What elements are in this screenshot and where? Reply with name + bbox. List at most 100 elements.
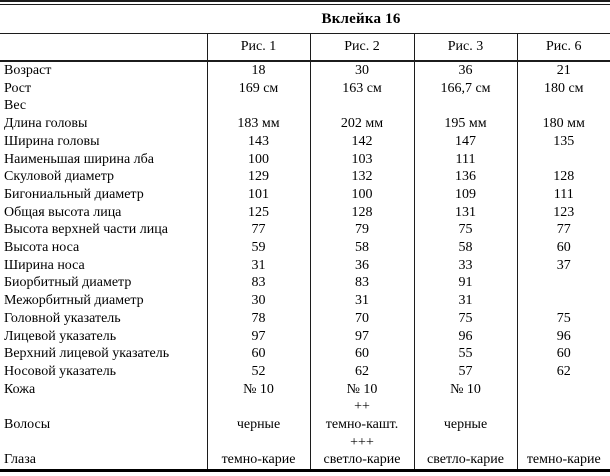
cell: 183 мм (206, 115, 310, 133)
cell (413, 398, 517, 417)
row-label (0, 398, 207, 416)
table-row: Высота носа 59 58 58 60 (0, 239, 610, 257)
cell: ++ (309, 398, 414, 417)
cell: № 10 (413, 380, 517, 399)
table-row: ++ (0, 398, 610, 417)
cell: 143 (206, 132, 310, 151)
anthropometric-table: Рис. 1 Рис. 2 Рис. 3 Рис. 6 Возраст 18 3… (0, 33, 610, 473)
cell: 57 (413, 362, 517, 381)
cell: +++ (309, 433, 414, 452)
row-label: Вес (4, 98, 27, 114)
table-row: Глаза темно-карие светло-карие светло-ка… (0, 451, 610, 471)
cell: 60 (516, 345, 610, 363)
row-label: Лицевой указатель (4, 328, 117, 344)
cell: 97 (206, 327, 310, 346)
cell (206, 433, 310, 452)
cell (206, 97, 310, 116)
cell: 97 (309, 327, 414, 346)
column-header-fig3: Рис. 3 (413, 33, 517, 62)
cell: 180 см (516, 79, 610, 98)
cell: 125 (206, 203, 310, 222)
table-row: Наименьшая ширина лба 100 103 111 (0, 150, 610, 169)
row-label: Бигониальный диаметр (4, 186, 144, 202)
cell: 37 (516, 256, 610, 275)
row-label (0, 434, 207, 452)
cell: 163 см (309, 79, 414, 98)
cell: 180 мм (516, 115, 610, 133)
cell: 128 (516, 168, 610, 186)
cell: 96 (516, 327, 610, 346)
column-header-fig2: Рис. 2 (309, 33, 414, 62)
cell: 60 (206, 345, 310, 363)
cell (516, 398, 610, 417)
column-header-fig6: Рис. 6 (516, 33, 610, 62)
table-row: Носовой указатель 52 62 57 62 (0, 362, 610, 381)
cell: 59 (206, 239, 310, 257)
cell: 147 (413, 132, 517, 151)
cell: светло-карие (413, 451, 517, 471)
cell: темно-карие (206, 451, 310, 471)
row-label: Высота носа (4, 240, 80, 256)
cell: 55 (413, 345, 517, 363)
table-row: Вес (0, 97, 610, 116)
row-label: Межорбитный диаметр (4, 293, 144, 309)
cell: черные (413, 416, 517, 434)
cell: 31 (413, 292, 517, 310)
cell: 58 (309, 239, 414, 257)
row-label: Ширина носа (4, 257, 85, 273)
cell: 79 (309, 221, 414, 240)
cell: 75 (516, 309, 610, 328)
row-label: Наименьшая ширина лба (4, 151, 154, 167)
cell: 100 (309, 185, 414, 204)
row-label: Глаза (4, 452, 36, 468)
row-label: Биорбитный диаметр (4, 275, 132, 291)
cell: 100 (206, 150, 310, 169)
table-row: Кожа № 10 № 10 № 10 (0, 380, 610, 399)
cell: светло-карие (309, 451, 414, 471)
cell: 136 (413, 168, 517, 186)
table-row: Биорбитный диаметр 83 83 91 (0, 274, 610, 293)
header-empty-cell (0, 33, 207, 62)
cell: 142 (309, 132, 414, 151)
table-row: +++ (0, 433, 610, 452)
page-title: Вклейка 16 (321, 11, 401, 27)
cell: 131 (413, 203, 517, 222)
row-label: Длина головы (4, 116, 88, 132)
table-row: Высота верхней части лица 77 79 75 77 (0, 221, 610, 240)
cell: 31 (206, 256, 310, 275)
cell: 96 (413, 327, 517, 346)
row-label: Головной указатель (4, 310, 121, 326)
cell: 83 (206, 274, 310, 293)
table-row: Волосы черные темно-кашт. черные (0, 416, 610, 434)
cell (516, 416, 610, 434)
cell (516, 274, 610, 293)
cell (206, 398, 310, 417)
cell: 101 (206, 185, 310, 204)
table-row: Длина головы 183 мм 202 мм 195 мм 180 мм (0, 115, 610, 133)
cell: 30 (206, 292, 310, 310)
table-row: Рост 169 см 163 см 166,7 см 180 см (0, 79, 610, 98)
cell: 60 (309, 345, 414, 363)
table-row: Возраст 18 30 36 21 (0, 61, 610, 80)
cell: 36 (413, 61, 517, 80)
cell: 58 (413, 239, 517, 257)
row-label: Скуловой диаметр (4, 169, 115, 185)
cell (516, 150, 610, 169)
cell: черные (206, 416, 310, 434)
table-row: Ширина головы 143 142 147 135 (0, 132, 610, 151)
cell (516, 380, 610, 399)
cell: 111 (413, 150, 517, 169)
cell: 169 см (206, 79, 310, 98)
cell: 75 (413, 221, 517, 240)
cell: 70 (309, 309, 414, 328)
cell: 52 (206, 362, 310, 381)
row-label: Волосы (4, 417, 51, 433)
cell: 128 (309, 203, 414, 222)
top-double-rule (0, 0, 610, 5)
row-label: Ширина головы (4, 133, 100, 149)
cell: 132 (309, 168, 414, 186)
row-label: Возраст (4, 63, 52, 78)
cell: 78 (206, 309, 310, 328)
cell (413, 97, 517, 116)
cell: темно-карие (516, 451, 610, 471)
